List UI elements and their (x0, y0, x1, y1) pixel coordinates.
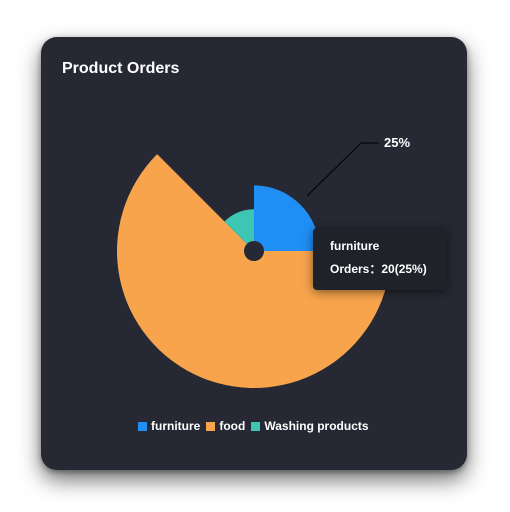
chart-legend: furniture food Washing products (138, 417, 375, 435)
legend-item-washing-products[interactable]: Washing products (251, 417, 369, 435)
pie-slice-washing-products[interactable] (224, 209, 254, 251)
chart-card: Product Orders 25% furniture Orders：20(2… (41, 37, 467, 470)
legend-label-food: food (219, 419, 246, 433)
legend-label-washing-products: Washing products (264, 419, 369, 433)
tooltip-series-label: Orders： (330, 262, 382, 276)
legend-label-furniture: furniture (151, 419, 201, 433)
tooltip: furniture Orders：20(25%) (313, 228, 447, 290)
legend-swatch-food (206, 421, 216, 431)
chart-title: Product Orders (62, 60, 180, 77)
legend-swatch-washing-products (251, 421, 261, 431)
pie-center-hole (244, 241, 264, 261)
pie-slice-food[interactable] (116, 154, 391, 389)
slice-label-furniture: 25% (384, 135, 410, 150)
slice-label-leader-line (306, 142, 379, 197)
pie-slice-furniture[interactable] (254, 185, 320, 251)
legend-swatch-furniture (138, 421, 147, 431)
tooltip-value-row: Orders：20(25%) (330, 261, 447, 277)
rose-chart: 25% (116, 135, 410, 389)
tooltip-category: furniture (330, 239, 380, 253)
legend-item-furniture[interactable]: furniture (138, 417, 200, 435)
tooltip-value: 20(25%) (381, 262, 427, 276)
legend-item-food[interactable]: food (206, 417, 245, 435)
